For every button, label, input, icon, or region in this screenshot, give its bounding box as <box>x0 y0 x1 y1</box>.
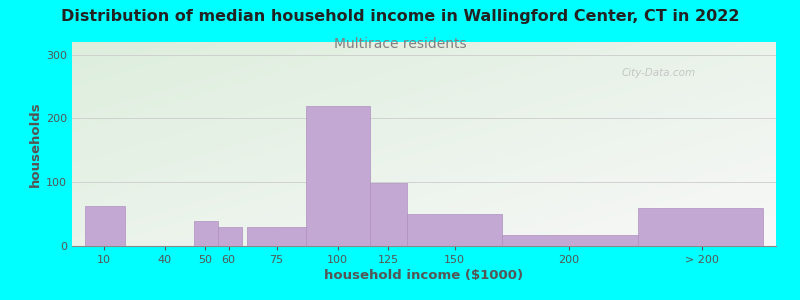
Bar <box>306 106 370 246</box>
Text: City-Data.com: City-Data.com <box>621 68 695 78</box>
Bar <box>194 220 218 246</box>
Bar <box>502 235 638 246</box>
Y-axis label: households: households <box>29 101 42 187</box>
Bar <box>370 183 406 246</box>
Text: Multirace residents: Multirace residents <box>334 38 466 52</box>
Bar <box>406 214 502 246</box>
Bar <box>86 206 125 246</box>
Bar <box>638 208 762 246</box>
X-axis label: household income ($1000): household income ($1000) <box>325 269 523 282</box>
Bar <box>247 227 306 246</box>
Bar <box>218 227 242 246</box>
Text: Distribution of median household income in Wallingford Center, CT in 2022: Distribution of median household income … <box>61 9 739 24</box>
